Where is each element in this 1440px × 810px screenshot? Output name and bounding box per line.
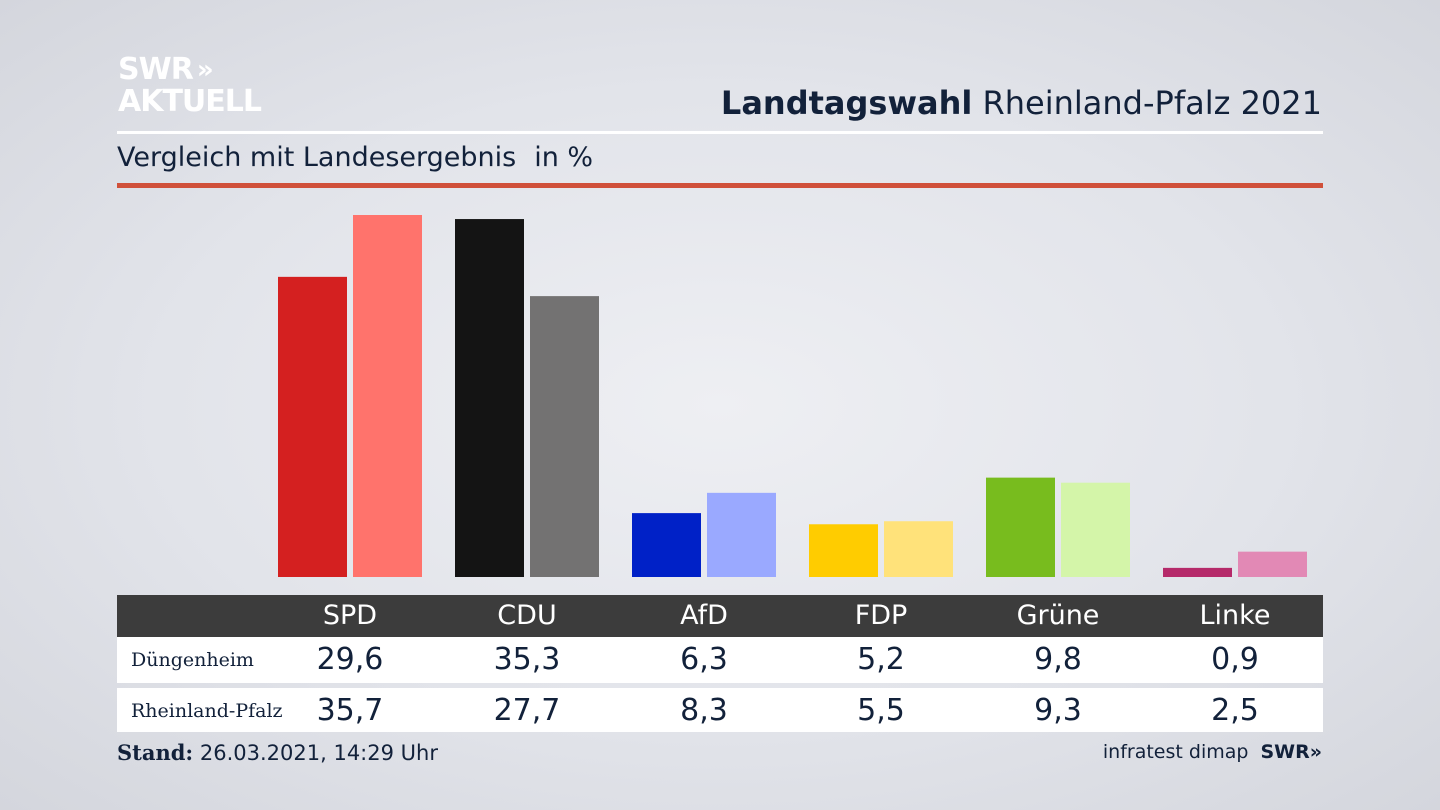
table-cell: 9,3 xyxy=(1034,693,1082,728)
bar-linke-rheinland-pfalz xyxy=(1238,551,1307,577)
column-header: Grüne xyxy=(1016,600,1100,631)
source-credit: infratest dimap SWR» xyxy=(1103,741,1322,763)
row-label: Rheinland-Pfalz xyxy=(131,700,283,722)
table-cell: 6,3 xyxy=(680,642,728,677)
title-divider xyxy=(117,131,1323,134)
bar-spd-rheinland-pfalz xyxy=(353,215,422,577)
subtitle-unit: in % xyxy=(534,142,594,173)
column-header: Linke xyxy=(1199,600,1271,631)
column-header: AfD xyxy=(680,600,728,631)
bar-gruene-duengenheim xyxy=(986,477,1055,577)
bar-afd-duengenheim xyxy=(632,513,701,577)
column-header: SPD xyxy=(322,600,378,631)
subtitle-divider xyxy=(117,183,1323,188)
title-bold: Landtagswahl xyxy=(720,84,973,122)
bar-linke-duengenheim xyxy=(1163,567,1232,577)
table-row-duengenheim: Düngenheim 29,6 35,3 6,3 5,2 9,8 0,9 xyxy=(117,637,1323,683)
table-row-rheinland-pfalz: Rheinland-Pfalz 35,7 27,7 8,3 5,5 9,3 2,5 xyxy=(117,688,1323,732)
timestamp: Stand: 26.03.2021, 14:29 Uhr xyxy=(117,740,438,765)
bar-fdp-rheinland-pfalz xyxy=(884,521,953,577)
chart-title: Landtagswahl Rheinland-Pfalz 2021 xyxy=(721,84,1322,122)
title-rest: Rheinland-Pfalz 2021 xyxy=(982,84,1322,122)
bar-afd-rheinland-pfalz xyxy=(707,492,776,577)
row-label: Düngenheim xyxy=(131,649,254,671)
swr-footer-logo: SWR» xyxy=(1260,741,1322,763)
bar-fdp-duengenheim xyxy=(809,524,878,577)
logo-aktuell-text: AKTUELL xyxy=(118,84,262,119)
table-cell: 2,5 xyxy=(1211,693,1259,728)
column-header: FDP xyxy=(854,600,908,631)
table-cell: 8,3 xyxy=(680,693,728,728)
bar-cdu-duengenheim xyxy=(455,219,524,577)
table-cell: 9,8 xyxy=(1034,642,1082,677)
bar-chart xyxy=(278,215,1307,577)
table-cell: 5,5 xyxy=(857,693,905,728)
table-header: SPD CDU AfD FDP Grüne Linke xyxy=(117,595,1323,637)
table-cell: 29,6 xyxy=(316,642,384,677)
stand-value: 26.03.2021, 14:29 Uhr xyxy=(199,741,438,765)
swr-aktuell-logo: SWR» AKTUELL xyxy=(118,52,262,119)
results-table: SPD CDU AfD FDP Grüne Linke Düngenheim 29,6 35… xyxy=(117,595,1323,732)
column-header: CDU xyxy=(497,600,557,631)
table-cell: 27,7 xyxy=(493,693,561,728)
table-cell: 35,3 xyxy=(493,642,561,677)
bar-spd-duengenheim xyxy=(278,276,347,577)
source-text: infratest dimap xyxy=(1102,741,1249,763)
swr-chevron-icon: » xyxy=(1309,741,1322,763)
bar-cdu-rheinland-pfalz xyxy=(530,296,599,577)
swr-footer-text: SWR xyxy=(1260,741,1310,763)
table-cell: 0,9 xyxy=(1211,642,1259,677)
table-cell: 5,2 xyxy=(857,642,905,677)
chart-subtitle: Vergleich mit Landesergebnis in % xyxy=(117,142,593,173)
subtitle-text: Vergleich mit Landesergebnis xyxy=(117,142,517,173)
logo-swr-text: SWR xyxy=(118,52,194,87)
bar-gruene-rheinland-pfalz xyxy=(1061,482,1130,577)
stand-label: Stand: xyxy=(117,740,194,765)
table-cell: 35,7 xyxy=(316,693,384,728)
